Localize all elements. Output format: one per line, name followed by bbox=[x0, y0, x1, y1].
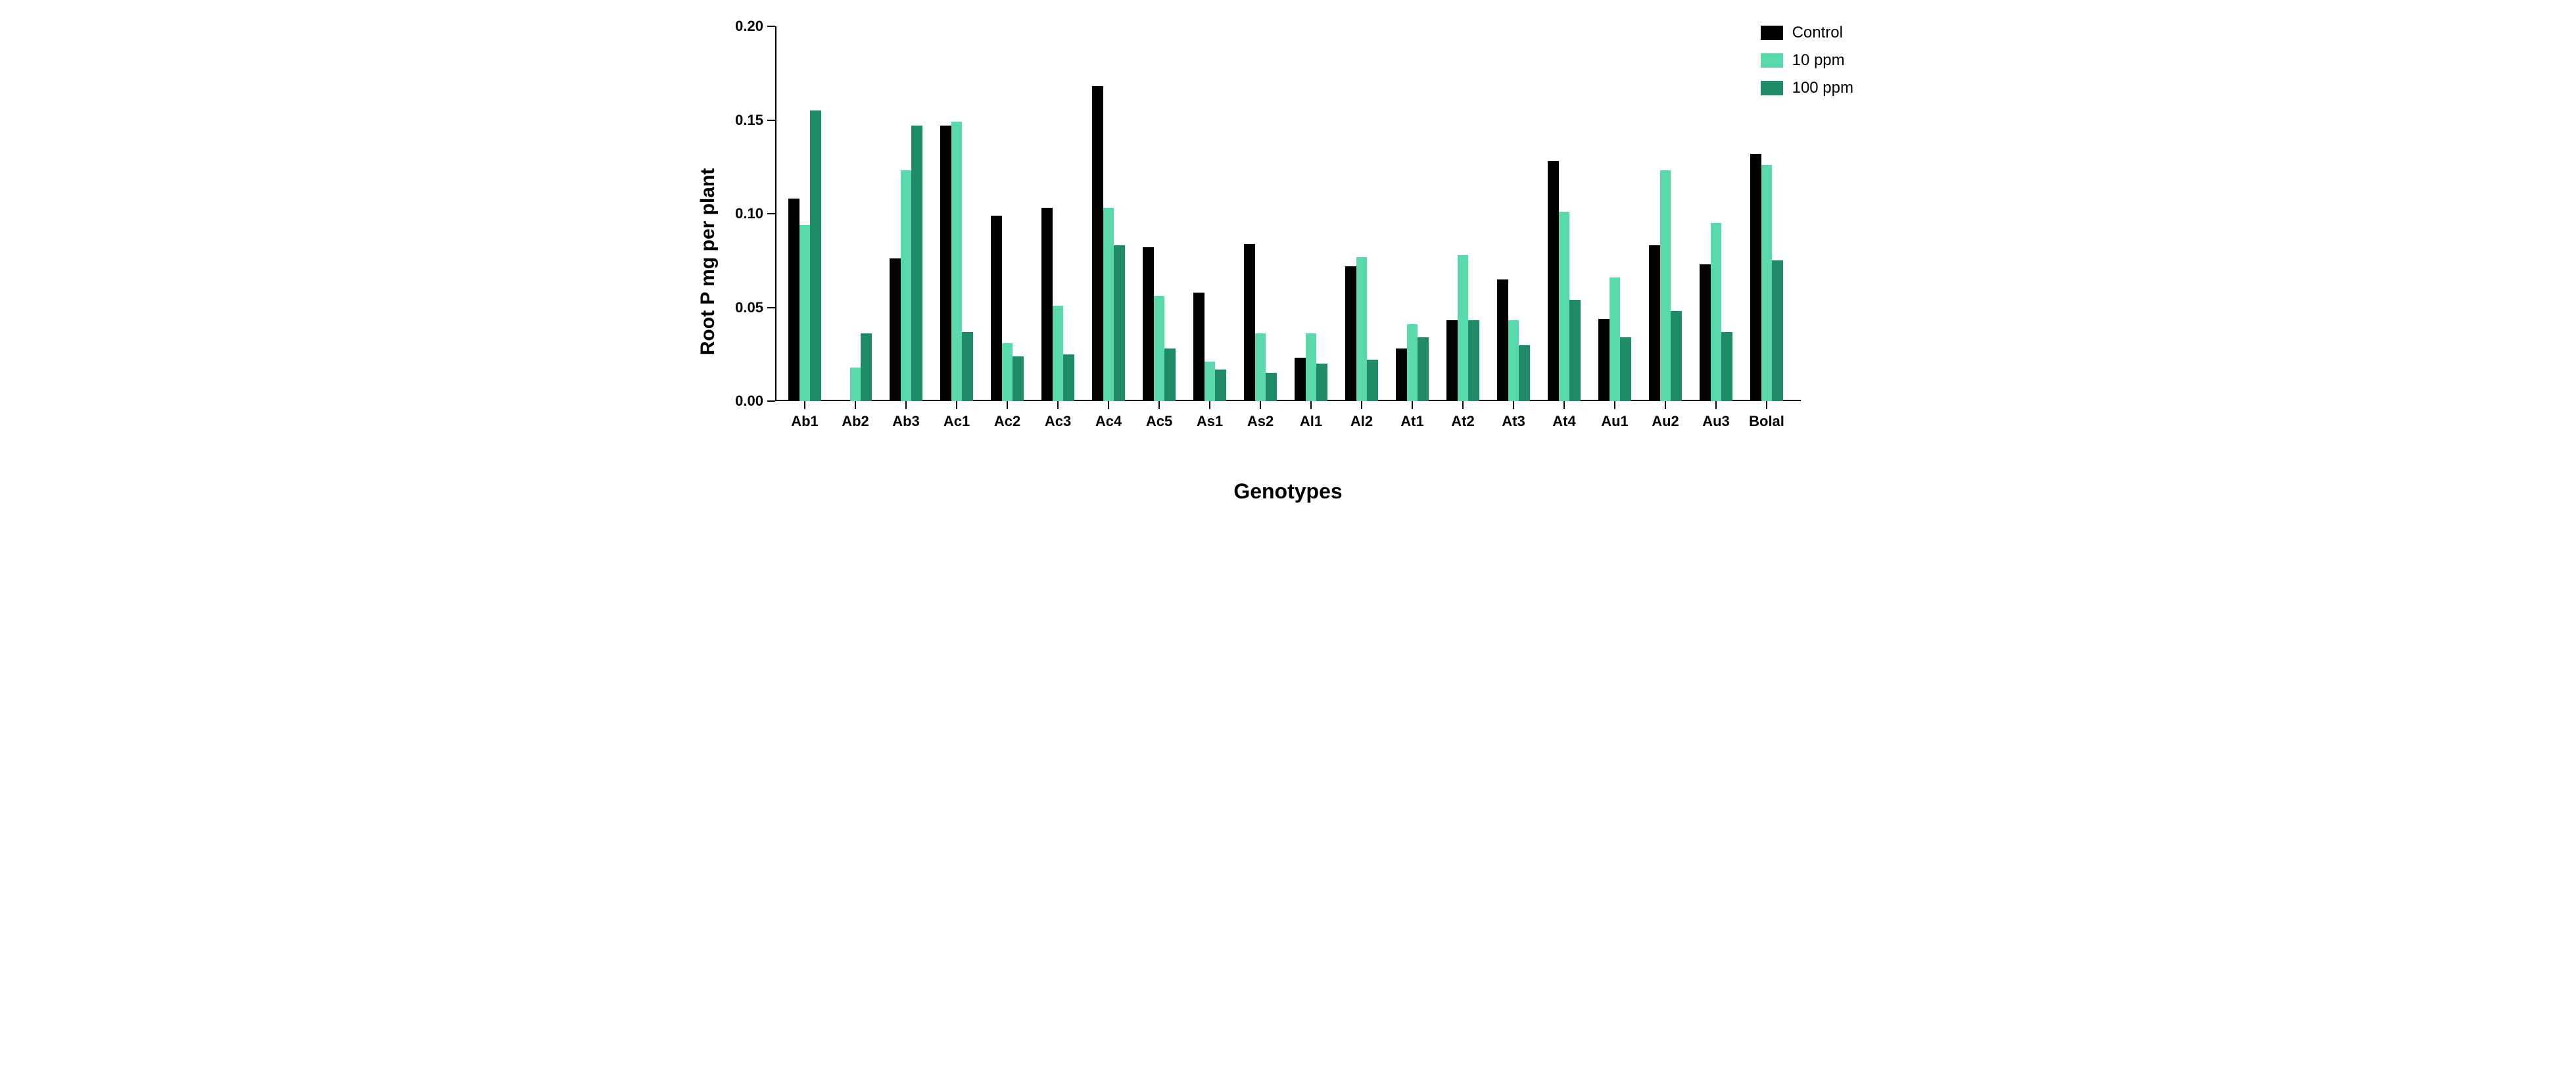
bar bbox=[962, 332, 973, 401]
bar bbox=[1143, 247, 1154, 401]
bar bbox=[1660, 170, 1671, 401]
y-tick-label: 0.05 bbox=[735, 299, 775, 316]
bar bbox=[1215, 370, 1226, 401]
legend: Control 10 ppm 100 ppm bbox=[1761, 24, 1853, 107]
bar bbox=[1700, 264, 1711, 401]
bar bbox=[940, 126, 951, 401]
bar bbox=[850, 368, 861, 401]
x-tick-label: At4 bbox=[1552, 401, 1575, 430]
bar bbox=[1497, 279, 1508, 401]
bar bbox=[1458, 255, 1469, 401]
legend-item: Control bbox=[1761, 24, 1853, 42]
bar bbox=[1306, 333, 1317, 401]
legend-item: 100 ppm bbox=[1761, 79, 1853, 97]
x-tick-label: Ab3 bbox=[892, 401, 920, 430]
bar bbox=[991, 216, 1002, 401]
bar bbox=[1671, 311, 1682, 401]
bar bbox=[1569, 300, 1581, 401]
bar bbox=[1164, 348, 1176, 401]
bar bbox=[799, 225, 811, 401]
bar bbox=[901, 170, 912, 401]
bar bbox=[1446, 320, 1458, 401]
bar bbox=[1041, 208, 1053, 401]
x-tick-label: As2 bbox=[1247, 401, 1274, 430]
bar bbox=[1519, 345, 1530, 402]
bar bbox=[890, 258, 901, 401]
bar bbox=[1598, 319, 1610, 401]
bar bbox=[1053, 306, 1064, 401]
bar bbox=[1772, 260, 1783, 401]
bar bbox=[1345, 266, 1356, 401]
x-tick-label: Au1 bbox=[1601, 401, 1629, 430]
bar bbox=[810, 110, 821, 401]
bar bbox=[1508, 320, 1519, 401]
bar bbox=[1721, 332, 1732, 401]
bar bbox=[1013, 356, 1024, 401]
bar bbox=[1418, 337, 1429, 401]
x-tick-label: Ab1 bbox=[791, 401, 819, 430]
bar bbox=[1468, 320, 1479, 401]
bar bbox=[1114, 245, 1125, 401]
bar bbox=[1103, 208, 1114, 401]
bar bbox=[1295, 358, 1306, 401]
bar bbox=[1649, 245, 1660, 401]
bar bbox=[1396, 348, 1407, 401]
bar bbox=[1205, 362, 1216, 401]
bar bbox=[1193, 293, 1205, 401]
x-tick-label: At2 bbox=[1451, 401, 1474, 430]
bar bbox=[1620, 337, 1631, 401]
legend-label: 100 ppm bbox=[1792, 79, 1853, 97]
bar bbox=[1610, 277, 1621, 401]
x-tick-label: Au2 bbox=[1652, 401, 1679, 430]
legend-label: 10 ppm bbox=[1792, 51, 1845, 70]
bar bbox=[951, 122, 963, 401]
y-tick-label: 0.20 bbox=[735, 18, 775, 35]
bar bbox=[861, 333, 872, 401]
legend-swatch bbox=[1761, 53, 1783, 68]
bar bbox=[1316, 364, 1327, 401]
x-tick-label: Al1 bbox=[1300, 401, 1322, 430]
bar bbox=[1255, 333, 1266, 401]
x-tick-label: At3 bbox=[1502, 401, 1525, 430]
x-tick-label: Ac4 bbox=[1095, 401, 1122, 430]
y-axis-label: Root P mg per plant bbox=[697, 168, 719, 355]
bar bbox=[1244, 244, 1255, 401]
y-tick-label: 0.00 bbox=[735, 393, 775, 410]
x-tick-label: Ac1 bbox=[943, 401, 970, 430]
bar bbox=[1367, 360, 1378, 401]
y-tick-label: 0.15 bbox=[735, 112, 775, 129]
bar bbox=[1266, 373, 1277, 401]
bar bbox=[1548, 161, 1559, 401]
x-tick-label: Bolal bbox=[1749, 401, 1784, 430]
x-tick-label: Ac2 bbox=[994, 401, 1020, 430]
bar bbox=[1002, 343, 1013, 401]
x-tick-label: Ab2 bbox=[842, 401, 869, 430]
bar bbox=[1356, 257, 1368, 401]
bar bbox=[1559, 212, 1570, 401]
x-tick-label: Ac5 bbox=[1146, 401, 1172, 430]
bar bbox=[1407, 324, 1418, 401]
bar bbox=[1750, 154, 1761, 401]
bar bbox=[1063, 354, 1074, 401]
x-tick-label: At1 bbox=[1400, 401, 1423, 430]
plot-area: 0.000.050.100.150.20 Ab1Ab2Ab3Ac1Ac2Ac3A… bbox=[775, 26, 1801, 401]
legend-swatch bbox=[1761, 26, 1783, 40]
x-axis-label: Genotypes bbox=[1233, 479, 1342, 504]
bar bbox=[911, 126, 922, 401]
legend-swatch bbox=[1761, 81, 1783, 95]
bar bbox=[1761, 165, 1773, 401]
bar bbox=[1711, 223, 1722, 401]
y-tick-label: 0.10 bbox=[735, 205, 775, 222]
x-tick-label: Ac3 bbox=[1045, 401, 1071, 430]
legend-item: 10 ppm bbox=[1761, 51, 1853, 70]
x-tick-label: Au3 bbox=[1702, 401, 1730, 430]
bar bbox=[1154, 296, 1165, 401]
root-p-chart: Root P mg per plant 0.000.050.100.150.20… bbox=[696, 13, 1880, 510]
legend-label: Control bbox=[1792, 24, 1843, 42]
bars-layer bbox=[775, 26, 1801, 401]
bar bbox=[788, 199, 799, 401]
x-tick-label: Al2 bbox=[1350, 401, 1373, 430]
x-tick-label: As1 bbox=[1197, 401, 1223, 430]
bar bbox=[1092, 86, 1103, 401]
